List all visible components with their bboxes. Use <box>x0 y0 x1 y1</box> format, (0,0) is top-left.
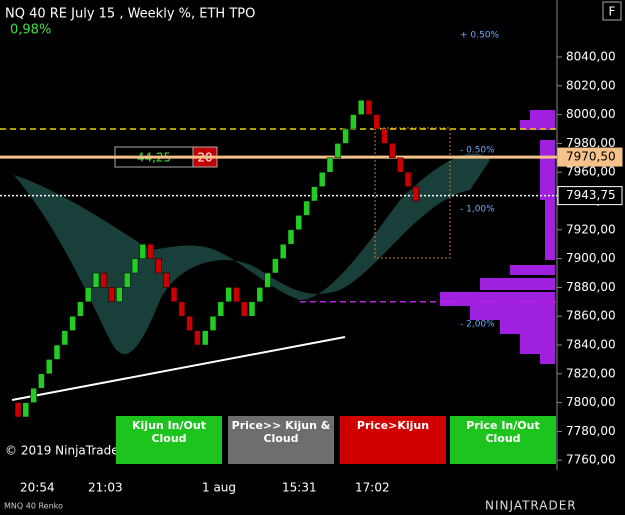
subtitle: 0,98% <box>10 23 51 38</box>
x-tick-label: 15:31 <box>282 481 317 495</box>
y-tick-label: 7840,00 <box>566 338 616 352</box>
instrument: MNQ 40 Renko <box>4 502 63 511</box>
brick <box>69 315 76 331</box>
brick <box>334 143 342 159</box>
brick <box>264 272 271 288</box>
brick <box>381 128 388 144</box>
brick <box>295 215 303 231</box>
brick <box>209 315 217 331</box>
brick <box>248 301 256 317</box>
brick <box>404 171 412 187</box>
brick <box>84 287 92 303</box>
percent-label: + 0.50% <box>460 31 499 41</box>
y-tick-label: 7760,00 <box>566 453 616 467</box>
y-tick-label: 7780,00 <box>566 424 616 438</box>
y-tick-label: 7980,00 <box>566 136 616 150</box>
price-marker <box>557 147 623 167</box>
brick <box>162 272 170 288</box>
price-marker <box>557 186 623 206</box>
brick <box>61 330 69 346</box>
brick <box>108 287 115 303</box>
y-tick-label: 8000,00 <box>566 107 616 121</box>
signal-button[interactable]: Price In/Out Cloud <box>450 416 556 464</box>
brick <box>123 272 131 288</box>
price-marker-label: 7943,75 <box>566 188 616 202</box>
brick <box>225 287 232 303</box>
brick <box>116 287 123 303</box>
brick <box>256 287 264 303</box>
brick <box>389 143 396 159</box>
cloud <box>14 153 490 355</box>
brick <box>155 258 162 274</box>
corner-button[interactable] <box>602 1 622 21</box>
corner-button-label: F <box>609 5 616 19</box>
y-tick-label: 7820,00 <box>566 366 616 380</box>
y-tick-label: 7880,00 <box>566 280 616 294</box>
brick <box>77 301 84 317</box>
brick <box>178 301 186 317</box>
brick <box>318 171 326 187</box>
brick <box>53 344 61 360</box>
y-tick-label: 7960,00 <box>566 165 616 179</box>
y-tick-label: 7920,00 <box>566 222 616 236</box>
brick <box>365 99 373 115</box>
brick <box>30 387 37 403</box>
signal-button[interactable]: Price>Kijun <box>340 416 446 464</box>
brick <box>38 373 45 389</box>
x-tick-label: 17:02 <box>355 481 390 495</box>
signal-button[interactable]: Kijun In/Out Cloud <box>116 416 222 464</box>
trendline <box>11 336 346 401</box>
brick <box>326 157 334 173</box>
brick <box>357 99 365 115</box>
percent-label: - 1,00% <box>460 205 495 215</box>
brick <box>342 128 349 144</box>
brick <box>14 402 22 418</box>
brick <box>311 186 318 202</box>
y-tick-label: 7800,00 <box>566 395 616 409</box>
y-tick-label: 7900,00 <box>566 251 616 265</box>
percent-label: - 2,00% <box>460 320 495 330</box>
brick <box>272 258 279 274</box>
y-tick-label: 8040,00 <box>566 50 616 64</box>
brick <box>186 315 193 331</box>
x-tick-label: 21:03 <box>88 481 123 495</box>
logo: NINJATRADER <box>485 499 577 513</box>
brick <box>287 229 295 245</box>
percent-label: - 0.50% <box>460 146 495 156</box>
brick <box>217 301 225 317</box>
title: NQ 40 RE July 15 , Weekly %, ETH TPO <box>5 7 255 22</box>
brick <box>279 243 287 259</box>
y-tick-label: 7860,00 <box>566 309 616 323</box>
volume-profile <box>440 110 555 364</box>
x-tick-label: 1 aug <box>202 481 236 495</box>
brick <box>350 114 357 130</box>
brick <box>412 186 420 202</box>
brick <box>131 258 139 274</box>
brick <box>240 301 248 317</box>
brick <box>139 243 147 259</box>
brick <box>45 359 53 375</box>
x-tick-label: 20:54 <box>20 481 55 495</box>
brick <box>194 330 201 346</box>
signal-button[interactable]: Price>> Kijun & Cloud <box>228 416 334 464</box>
range-box <box>374 127 451 259</box>
brick <box>22 402 30 418</box>
brick <box>92 272 100 288</box>
copyright: © 2019 NinjaTrader, LLC <box>5 444 153 458</box>
brick <box>233 287 240 303</box>
brick <box>396 157 404 173</box>
brick <box>100 272 108 288</box>
y-tick-label: 8020,00 <box>566 78 616 92</box>
brick <box>201 330 209 346</box>
brick <box>147 243 154 259</box>
brick <box>303 200 310 216</box>
price-marker-label: 7970,50 <box>566 150 616 164</box>
brick <box>170 287 178 303</box>
brick <box>373 114 381 130</box>
